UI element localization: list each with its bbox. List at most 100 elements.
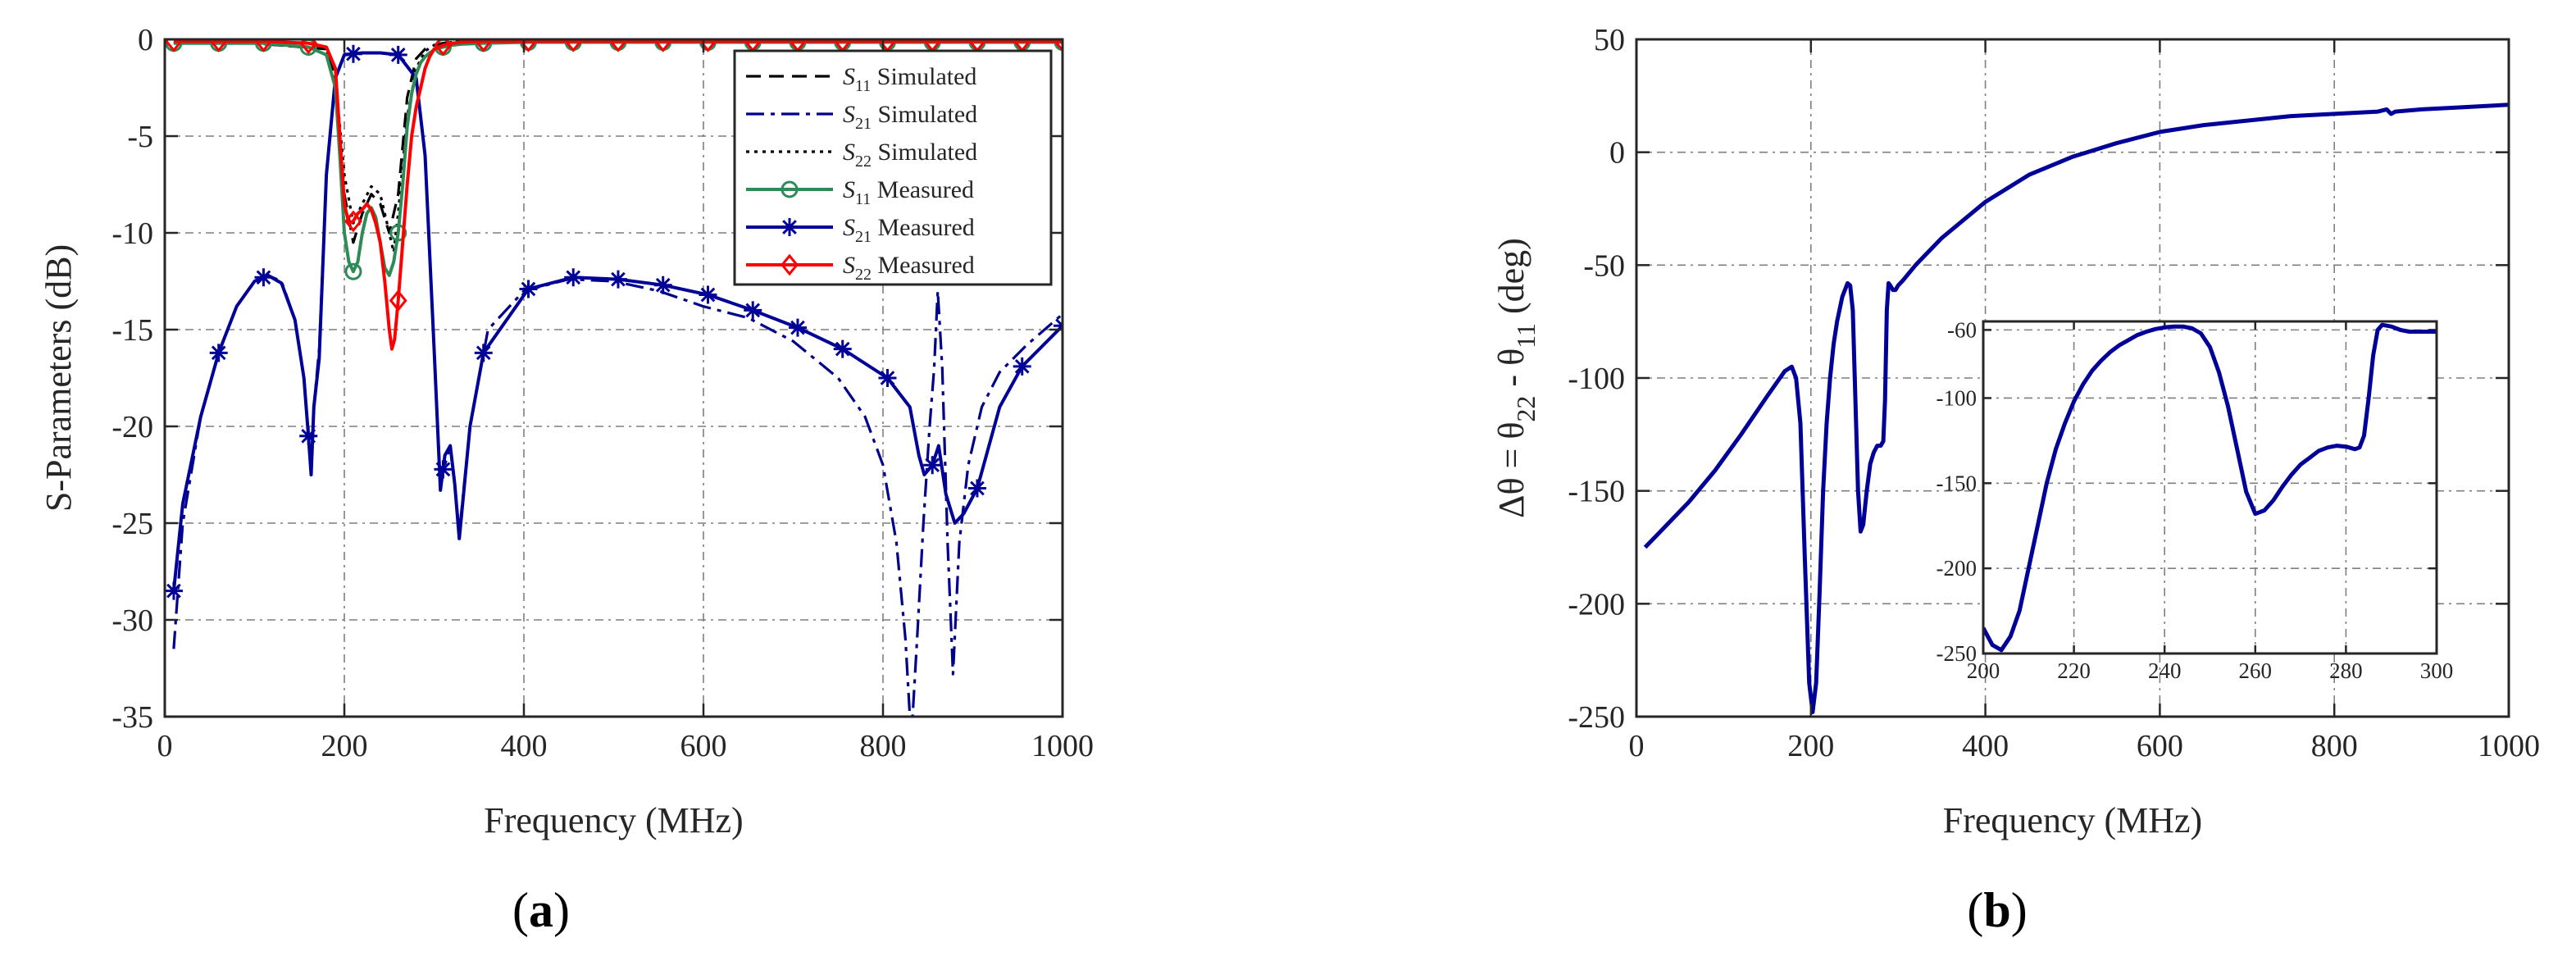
marker-21-measured xyxy=(699,285,717,304)
y-label-b-unit: (deg) xyxy=(1491,238,1531,323)
x-tick-label: 800 xyxy=(860,729,907,763)
y-tick-label: -50 xyxy=(1583,248,1625,283)
chart-panel-b: 0 200 400 600 800 1000500-50-100-150-200-250 … xyxy=(1491,23,2540,937)
y-label-b-sub1: 22 xyxy=(1511,396,1541,422)
y-tick-label: -100 xyxy=(1937,385,1978,410)
marker-11-measured xyxy=(344,262,362,280)
legend-subscript: 11 xyxy=(855,77,871,95)
inset-frame xyxy=(1982,320,2438,655)
series-group-b xyxy=(1643,102,2509,714)
x-tick-label: 260 xyxy=(2239,658,2273,683)
marker-22-measured xyxy=(254,39,273,52)
x-tick-label: 600 xyxy=(680,729,727,763)
x-tick-label: 400 xyxy=(501,729,548,763)
marker-21-measured xyxy=(209,344,228,362)
x-tick-label: 1000 xyxy=(1031,729,1094,763)
legend-label-22-simulated: S22 Simulated xyxy=(843,139,977,171)
series-line-inset xyxy=(1983,322,2437,653)
marker-22-measured xyxy=(209,39,228,52)
marker-21-measured xyxy=(608,270,627,289)
inset-ticks: 200 220 240 260 280 300 -60 -100 -150 -200 -250 xyxy=(1937,317,2454,683)
marker-22-measured xyxy=(434,39,453,57)
x-tick-label: 300 xyxy=(2420,658,2454,683)
marker-21-measured xyxy=(299,426,318,445)
y-tick-label: 0 xyxy=(1609,136,1625,171)
marker-21-measured xyxy=(1013,357,1031,376)
marker-22-measured xyxy=(653,39,672,52)
legend-sym: S xyxy=(843,252,855,279)
x-tick-label: 800 xyxy=(2311,729,2358,763)
y-tick-label: -250 xyxy=(1937,641,1978,666)
legend-label-11-measured: S11 Measured xyxy=(843,176,974,208)
marker-21-measured xyxy=(474,344,493,362)
marker-21-measured xyxy=(519,280,538,298)
legend-sym: S xyxy=(843,176,855,203)
x-tick-label: 220 xyxy=(2057,658,2091,683)
inset-background xyxy=(1983,321,2437,653)
y-tick-label: -200 xyxy=(1568,587,1625,622)
panel-letter-b: b xyxy=(1983,883,2010,937)
ticks-b: 0 200 400 600 800 1000 50 0 -50 -100 -150 -200 -250 xyxy=(1568,23,2540,763)
y-tick-label: -200 xyxy=(1937,556,1978,581)
legend-suffix: Measured xyxy=(872,252,975,279)
y-tick-label: -250 xyxy=(1568,700,1625,735)
y-tick-label: -30 xyxy=(112,603,153,638)
y-tick-label: -150 xyxy=(1937,471,1978,495)
marker-21-measured xyxy=(788,318,807,337)
series-line-22-measured xyxy=(173,39,1063,351)
panel-label-a: (a) xyxy=(512,883,570,937)
y-label-b-part1: Δθ = θ xyxy=(1491,422,1531,518)
chart-panel-a: 0 200 400 600 800 1000 0 -5 -10 -15 -20 -25 -30 -35 F… xyxy=(39,23,1094,937)
legend-suffix: Simulated xyxy=(872,139,977,166)
legend-marker-21 xyxy=(781,218,799,236)
x-tick-label: 200 xyxy=(1787,729,1834,763)
legend-box xyxy=(733,49,1053,286)
y-tick-label: -15 xyxy=(112,313,153,348)
marker-22-measured xyxy=(699,39,717,52)
y-tick-label: -100 xyxy=(1568,362,1625,396)
marker-22-measured xyxy=(344,210,362,233)
legend-sym: S xyxy=(843,63,855,90)
legend-label-21-measured: S21 Measured xyxy=(843,214,975,246)
ticks-a: 0 200 400 600 800 1000 0 -5 -10 -15 -20 -25 -30 -35 xyxy=(112,23,1094,763)
panel-letter-a: a xyxy=(529,883,553,937)
x-tick-label: 200 xyxy=(1967,658,2000,683)
legend-marker-22 xyxy=(781,253,799,276)
legend-subscript: 11 xyxy=(855,190,871,208)
marker-21-measured xyxy=(434,460,453,479)
legend-label-21-simulated: S21 Simulated xyxy=(843,101,977,133)
y-tick-label: 50 xyxy=(1594,23,1625,57)
y-tick-label: -35 xyxy=(112,700,153,735)
x-tick-label: 600 xyxy=(2137,729,2183,763)
marker-21-measured xyxy=(923,456,942,475)
legend-sym: S xyxy=(843,101,855,128)
y-tick-label: 0 xyxy=(138,23,153,57)
legend-subscript: 21 xyxy=(855,228,872,246)
marker-21-measured xyxy=(744,301,762,320)
x-axis-label-b: Frequency (MHz) xyxy=(1943,800,2202,840)
marker-21-measured xyxy=(254,268,273,287)
marker-21-measured xyxy=(967,479,986,498)
legend-label-11-simulated: S11 Simulated xyxy=(843,63,976,95)
marker-21-measured xyxy=(344,44,362,63)
marker-22-measured xyxy=(474,39,493,52)
marker-22-measured xyxy=(165,39,183,52)
x-tick-label: 400 xyxy=(1962,729,2009,763)
legend-subscript: 22 xyxy=(855,266,872,284)
legend-label-22-measured: S22 Measured xyxy=(843,252,975,284)
x-tick-label: 1000 xyxy=(2478,729,2540,763)
y-tick-label: -60 xyxy=(1947,317,1977,342)
marker-21-measured xyxy=(165,581,183,600)
marker-22-measured xyxy=(519,39,538,52)
series-line-phase xyxy=(1643,102,2509,714)
y-axis-label-b: Δθ = θ22 - θ11 (deg) xyxy=(1491,238,1541,518)
x-tick-label: 280 xyxy=(2329,658,2363,683)
legend-sym: S xyxy=(843,214,855,241)
legend-suffix: Simulated xyxy=(871,63,976,90)
x-tick-label: 0 xyxy=(157,729,173,763)
inset-chart-b: 200 220 240 260 280 300 -60 -100 -150 -200 -250 xyxy=(1937,317,2454,683)
x-tick-label: 240 xyxy=(2148,658,2182,683)
x-tick-label: 0 xyxy=(1629,729,1645,763)
